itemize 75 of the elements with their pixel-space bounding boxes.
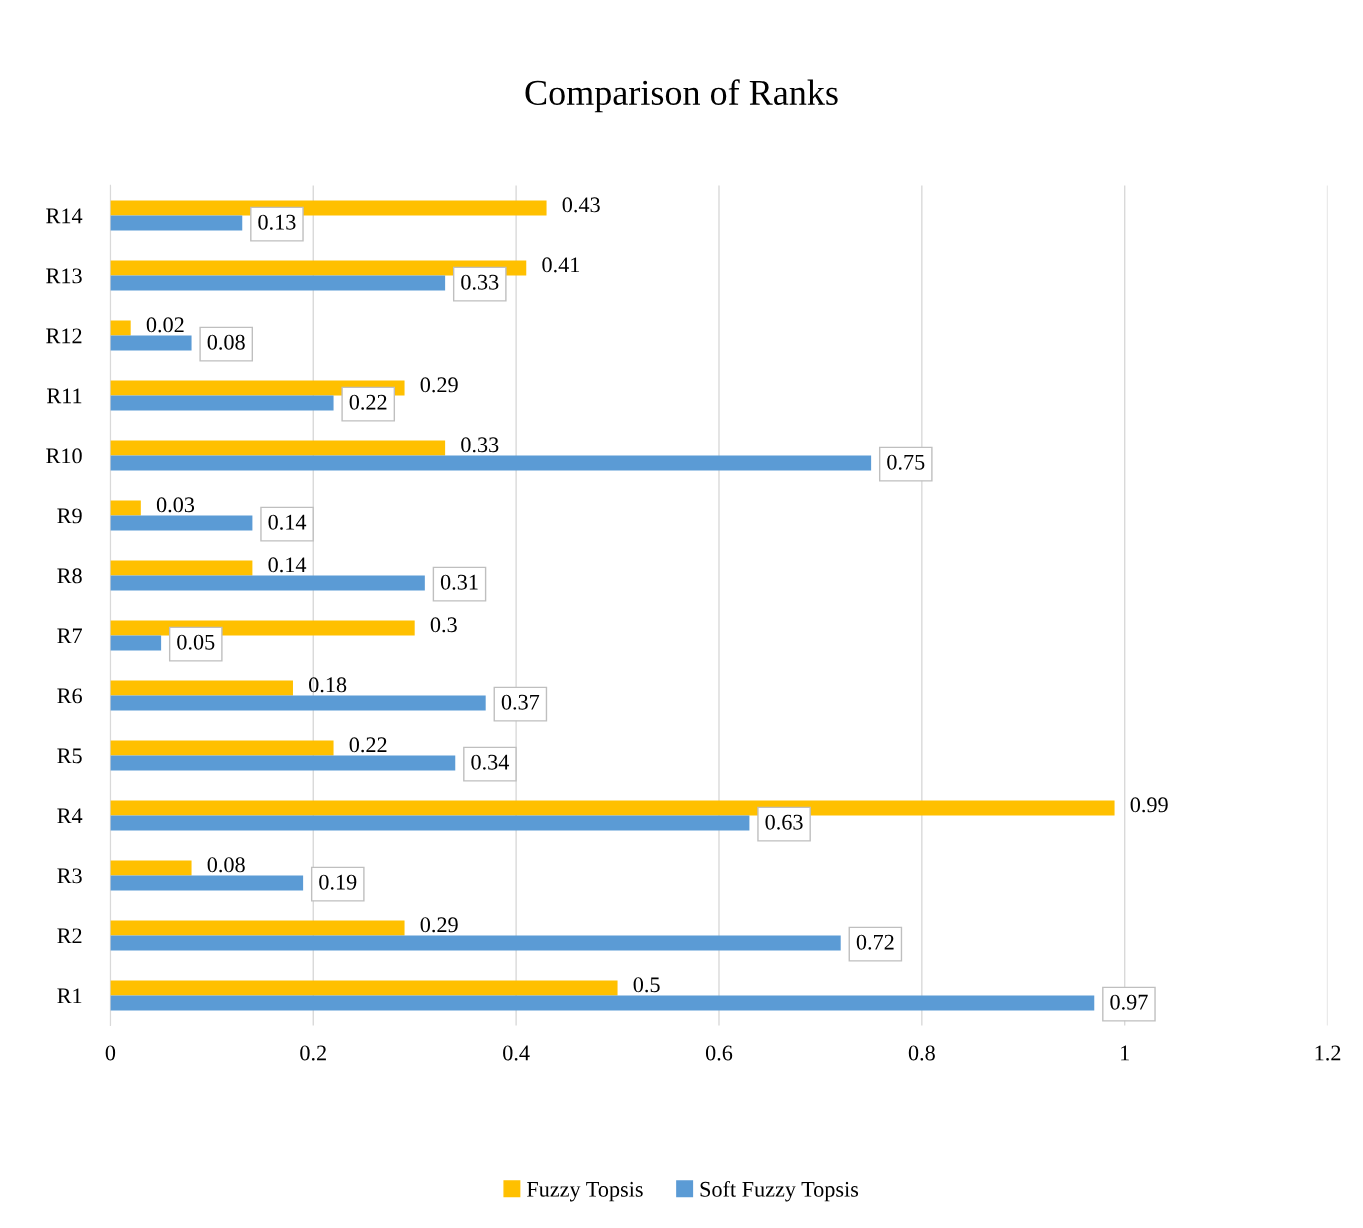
data-label: 0.99 xyxy=(1130,797,1168,813)
bar xyxy=(110,395,334,411)
bar xyxy=(110,875,304,891)
data-label: 0.75 xyxy=(887,454,925,470)
bar xyxy=(110,980,618,996)
bar xyxy=(110,815,750,831)
bar xyxy=(110,755,456,771)
legend-label: Soft Fuzzy Topsis xyxy=(700,1180,859,1202)
legend-label: Fuzzy Topsis xyxy=(526,1181,643,1202)
x-tick-label: 0.8 xyxy=(908,1045,935,1061)
bar xyxy=(110,275,446,291)
bar xyxy=(110,500,141,516)
y-tick-label: R2 xyxy=(57,928,82,944)
y-tick-label: R7 xyxy=(57,628,82,644)
data-label: 0.43 xyxy=(562,197,600,213)
bar xyxy=(110,215,243,231)
x-tick-label: 0 xyxy=(105,1045,116,1061)
data-label: 0.72 xyxy=(856,934,894,950)
bar xyxy=(110,635,162,651)
data-label: 0.14 xyxy=(268,557,307,573)
data-label: 0.5 xyxy=(633,977,660,993)
bar xyxy=(110,680,293,696)
y-tick-label: R5 xyxy=(57,748,82,764)
data-label: 0.13 xyxy=(258,214,296,230)
y-tick-label: R13 xyxy=(46,268,82,284)
y-tick-label: R10 xyxy=(46,448,82,464)
bar xyxy=(110,560,253,576)
bar xyxy=(110,695,486,711)
bar xyxy=(110,860,192,876)
y-tick-label: R1 xyxy=(57,988,82,1004)
data-label: 0.34 xyxy=(471,754,510,770)
data-label: 0.31 xyxy=(440,574,478,590)
bar xyxy=(110,740,334,756)
data-label: 0.05 xyxy=(177,634,215,650)
data-label: 0.37 xyxy=(501,694,540,710)
data-label: 0.29 xyxy=(420,377,458,393)
data-label: 0.08 xyxy=(207,334,245,350)
bar xyxy=(110,575,425,591)
bar xyxy=(110,995,1095,1011)
data-label: 0.22 xyxy=(349,737,387,753)
y-tick-label: R3 xyxy=(57,868,82,884)
x-tick-label: 0.6 xyxy=(705,1045,733,1061)
data-label: 0.29 xyxy=(420,917,458,933)
data-label: 0.33 xyxy=(461,437,499,453)
data-label: 0.19 xyxy=(319,874,357,890)
data-label: 0.97 xyxy=(1110,994,1148,1010)
data-label: 0.02 xyxy=(146,317,184,333)
y-tick-label: R4 xyxy=(57,808,83,824)
x-tick-label: 1.2 xyxy=(1315,1045,1341,1061)
bar xyxy=(110,515,253,531)
data-label: 0.22 xyxy=(349,394,387,410)
y-tick-label: R9 xyxy=(57,508,82,524)
bar xyxy=(110,440,446,456)
data-label: 0.08 xyxy=(207,857,245,873)
x-tick-label: 0.2 xyxy=(300,1045,326,1061)
data-label: 0.14 xyxy=(268,514,307,530)
data-label: 0.18 xyxy=(309,677,347,693)
x-tick-label: 0.4 xyxy=(503,1045,530,1061)
data-label: 0.03 xyxy=(156,497,195,513)
x-tick-label: 1 xyxy=(1121,1045,1129,1061)
bar xyxy=(110,920,405,936)
chart-title: Comparison of Ranks xyxy=(525,79,838,113)
y-tick-label: R14 xyxy=(46,208,83,224)
data-label: 0.63 xyxy=(765,814,803,830)
data-label: 0.41 xyxy=(542,257,580,273)
data-label: 0.33 xyxy=(461,274,499,290)
y-tick-label: R6 xyxy=(57,688,82,704)
y-tick-label: R8 xyxy=(57,568,82,584)
data-label: 0.3 xyxy=(430,617,457,633)
bar xyxy=(110,455,872,471)
bar xyxy=(110,320,131,336)
y-tick-label: R12 xyxy=(46,328,82,344)
bar xyxy=(110,335,192,351)
bar xyxy=(110,935,841,951)
y-tick-label: R11 xyxy=(47,388,82,404)
